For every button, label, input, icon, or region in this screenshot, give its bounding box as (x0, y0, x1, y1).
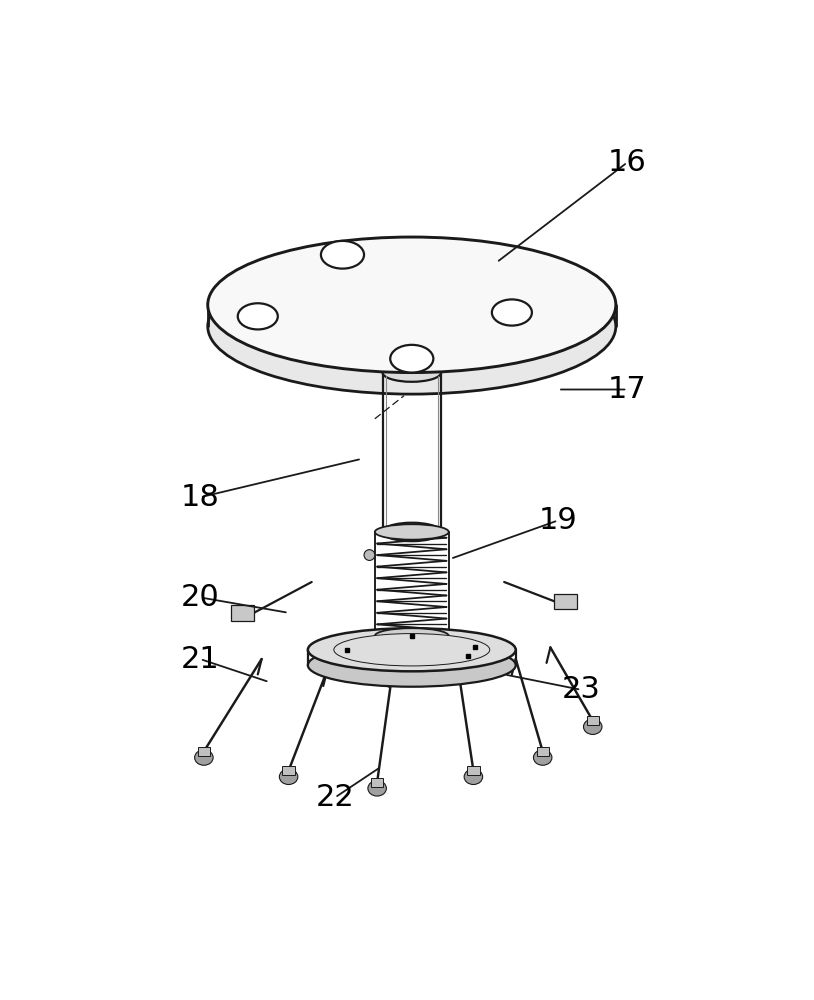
Ellipse shape (368, 781, 387, 796)
Bar (554, 594, 577, 609)
Bar (536, 747, 549, 756)
Ellipse shape (308, 628, 516, 671)
Text: 17: 17 (608, 375, 647, 404)
Ellipse shape (584, 719, 602, 734)
Ellipse shape (374, 524, 449, 540)
Ellipse shape (208, 237, 616, 373)
Ellipse shape (364, 550, 374, 560)
Ellipse shape (464, 769, 483, 785)
Ellipse shape (195, 750, 213, 765)
Text: 18: 18 (181, 483, 220, 512)
Text: 16: 16 (608, 148, 647, 177)
Bar (371, 778, 383, 787)
Text: 20: 20 (181, 583, 220, 612)
Bar (587, 716, 599, 725)
Ellipse shape (238, 303, 278, 329)
Ellipse shape (492, 299, 532, 326)
Bar (231, 605, 254, 620)
Text: 21: 21 (181, 645, 220, 674)
Ellipse shape (208, 259, 616, 394)
Bar (467, 766, 479, 775)
Ellipse shape (321, 241, 364, 269)
Bar (198, 747, 210, 756)
Bar (282, 766, 295, 775)
Ellipse shape (308, 644, 516, 687)
Text: 22: 22 (315, 783, 354, 812)
Ellipse shape (383, 523, 441, 541)
Ellipse shape (374, 628, 449, 644)
Text: 19: 19 (539, 506, 577, 535)
Ellipse shape (390, 345, 433, 373)
Ellipse shape (279, 769, 298, 785)
Ellipse shape (334, 634, 490, 666)
Text: 23: 23 (562, 675, 601, 704)
Ellipse shape (533, 750, 552, 765)
Ellipse shape (383, 363, 441, 382)
